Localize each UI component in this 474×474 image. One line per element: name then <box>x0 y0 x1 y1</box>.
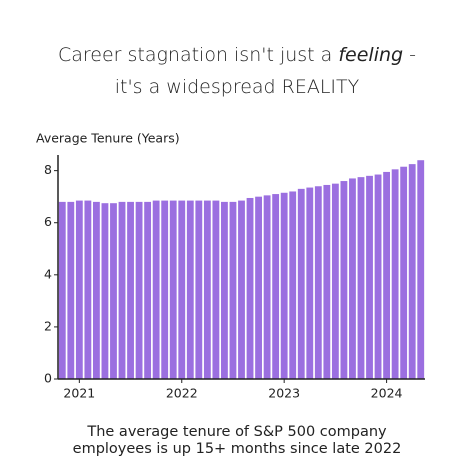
footnote: employees is up 15+ months since late 20… <box>73 441 402 457</box>
bar <box>374 174 382 379</box>
bar <box>135 201 143 379</box>
x-tick-label: 2021 <box>63 386 95 401</box>
y-tick-label: 2 <box>44 318 52 333</box>
y-tick-label: 8 <box>44 162 52 177</box>
title-segment: it's a widespread REALITY <box>115 76 360 98</box>
bar <box>144 201 152 379</box>
bar <box>67 201 75 379</box>
bar <box>383 171 391 379</box>
bar <box>349 178 356 379</box>
bar <box>84 200 92 379</box>
bar <box>246 197 254 379</box>
bar <box>272 194 280 379</box>
title-segment: feeling <box>338 44 403 66</box>
bar <box>255 196 262 379</box>
bar <box>323 184 331 379</box>
bar <box>195 200 203 379</box>
bar <box>169 200 177 379</box>
y-tick-label: 0 <box>44 371 52 386</box>
x-tick-label: 2022 <box>166 386 198 401</box>
bar <box>221 201 228 379</box>
bar <box>297 188 305 379</box>
y-axis-label: Average Tenure (Years) <box>36 131 180 146</box>
bar <box>212 200 220 379</box>
chart-title: it's a widespread REALITY <box>115 76 360 98</box>
bar <box>400 166 408 379</box>
x-tick-label: 2023 <box>268 386 300 401</box>
bar <box>417 160 425 379</box>
bar <box>203 200 211 379</box>
bar <box>178 200 186 379</box>
bar <box>357 177 365 379</box>
bar <box>186 200 194 379</box>
bar <box>75 200 83 379</box>
bar <box>306 187 314 379</box>
bar <box>289 191 297 379</box>
bar <box>280 192 288 379</box>
bar <box>331 183 339 379</box>
bar <box>92 201 100 379</box>
bar <box>340 181 348 379</box>
bar <box>118 201 126 379</box>
bar <box>391 169 399 379</box>
bar <box>263 195 271 379</box>
y-tick-label: 6 <box>44 214 52 229</box>
bar <box>152 200 160 379</box>
x-tick-label: 2024 <box>371 386 403 401</box>
footnote: The average tenure of S&P 500 company <box>86 424 387 440</box>
bar <box>101 203 109 379</box>
title-segment: - <box>403 44 416 66</box>
bar <box>161 200 169 379</box>
bar <box>238 200 245 379</box>
bar <box>408 164 416 379</box>
bar <box>366 175 373 379</box>
title-segment: Career stagnation isn't just a <box>58 44 338 66</box>
bar <box>127 201 134 379</box>
bar <box>229 201 237 379</box>
bar <box>314 186 322 379</box>
chart-title: Career stagnation isn't just a feeling - <box>58 44 416 66</box>
bar <box>58 201 66 379</box>
y-tick-label: 4 <box>44 266 52 281</box>
bar <box>110 203 117 379</box>
